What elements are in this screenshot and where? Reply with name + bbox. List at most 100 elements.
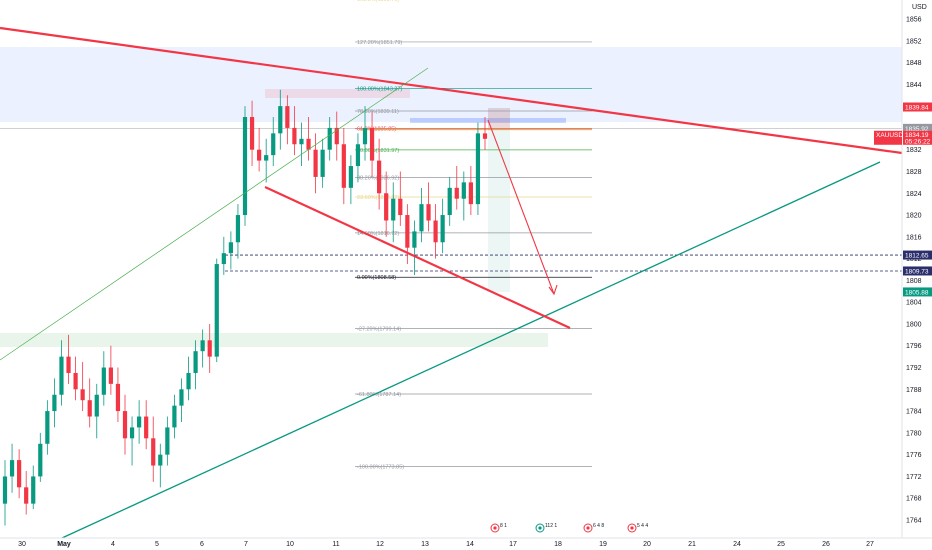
candle-body [165,427,170,455]
candle-body [306,138,311,150]
fib-level-label: 23.60%(1823.32) [357,195,399,201]
candle-body [271,133,276,156]
y-tick-label: 1780 [906,430,922,437]
candle-body [235,215,241,243]
x-tick-label: 11 [332,541,339,548]
candle-body [80,389,85,401]
x-tick-label: 17 [509,541,517,548]
y-tick-label: 1852 [906,38,922,45]
price-tag [903,250,932,260]
candle-body [101,367,106,395]
candle-body [193,351,198,373]
candle-body [341,144,346,188]
candle-body [38,443,43,477]
fib-level-label: 50.00%(1831.97) [357,148,399,154]
y-tick-label: 1820 [906,213,922,220]
fib-level-label: 78.60%(1839.11) [357,109,399,115]
y-tick-label: 1804 [906,300,922,307]
y-tick-label: 1764 [906,518,922,525]
candle-body [52,394,57,412]
candle-body [292,127,297,145]
candle-body [362,127,368,145]
currency-label: USD [912,4,927,11]
x-tick-label: 26 [822,541,830,548]
candle-body [108,367,113,384]
y-tick-label: 1856 [906,17,922,24]
x-tick-label: May [57,541,71,548]
event-count: 112 1 [545,523,557,529]
candle-body [214,264,219,357]
price-tag [903,130,932,145]
candle-body [179,389,184,406]
y-tick-label: 1812 [906,256,922,263]
candle-body [369,127,375,161]
event-marker: 5 4 4 [627,523,648,533]
candle-body [66,356,71,373]
candle-body [221,253,226,265]
x-tick-label: 13 [421,541,429,548]
candle-body [122,411,128,439]
candle-body [285,106,290,128]
candle-body [207,340,212,357]
event-dot-icon [630,526,634,530]
candle-body [412,231,417,248]
event-dot-icon [493,526,497,530]
x-tick-label: 6 [200,541,204,548]
event-count: 6 4 8 [593,523,604,529]
y-tick-label: 1788 [906,387,922,394]
supply-zone [0,47,902,122]
candle-body [426,204,431,221]
event-marker: 8 1 [490,523,507,533]
countdown-label: 05:26:22 [905,138,931,145]
y-tick-label: 1832 [906,147,922,154]
price-tag [903,102,932,112]
fib-level-label: 0.00%(1808.58) [357,275,396,281]
x-tick-label: 14 [466,541,474,548]
x-tick-label: 21 [688,541,696,548]
event-marker: 112 1 [535,523,557,533]
x-tick-label: 4 [111,541,115,548]
candle-body [419,204,424,232]
candle-body [348,166,353,188]
descending-resistance-line [0,26,903,155]
x-tick-label: 10 [286,541,294,548]
price-tag [903,287,932,297]
x-tick-label: 19 [599,541,607,548]
candle-body [87,400,92,417]
y-tick-label: 1792 [906,365,922,372]
price-tag-label: 1835.92 [905,126,929,133]
candle-body [475,133,481,205]
y-tick-label: 1808 [906,278,922,285]
price-tag-label: 1805.88 [905,289,929,296]
candle-body [461,182,466,199]
candle-body [2,476,8,504]
event-dot-icon [586,526,590,530]
y-tick-label: 1828 [906,169,922,176]
candle-body [299,138,304,145]
candle-body [440,215,445,243]
candle-body [334,127,339,145]
small-red-zone [488,108,510,130]
x-tick-label: 20 [643,541,651,548]
fib-level-label: 100.00%(1843.27) [357,86,402,92]
y-tick-label: 1824 [906,191,922,198]
symbol-tag [874,130,902,145]
candle-body [24,487,29,504]
candle-body [45,411,50,444]
event-count: 5 4 4 [637,523,648,529]
candle-body [9,460,15,477]
candle-body [31,476,36,504]
candle-body [172,405,177,428]
candle-body [355,144,361,167]
price-tag-label: 1834.19 [905,132,929,139]
fib-level-label: -27.20%(1799.14) [357,327,401,333]
candle-body [158,454,163,466]
price-tag-label: 1812.65 [905,253,929,260]
candle-body [384,193,389,221]
event-count: 8 1 [500,523,507,529]
x-tick-label: 30 [18,541,26,548]
candle-body [228,242,233,254]
candle-body [454,187,459,199]
